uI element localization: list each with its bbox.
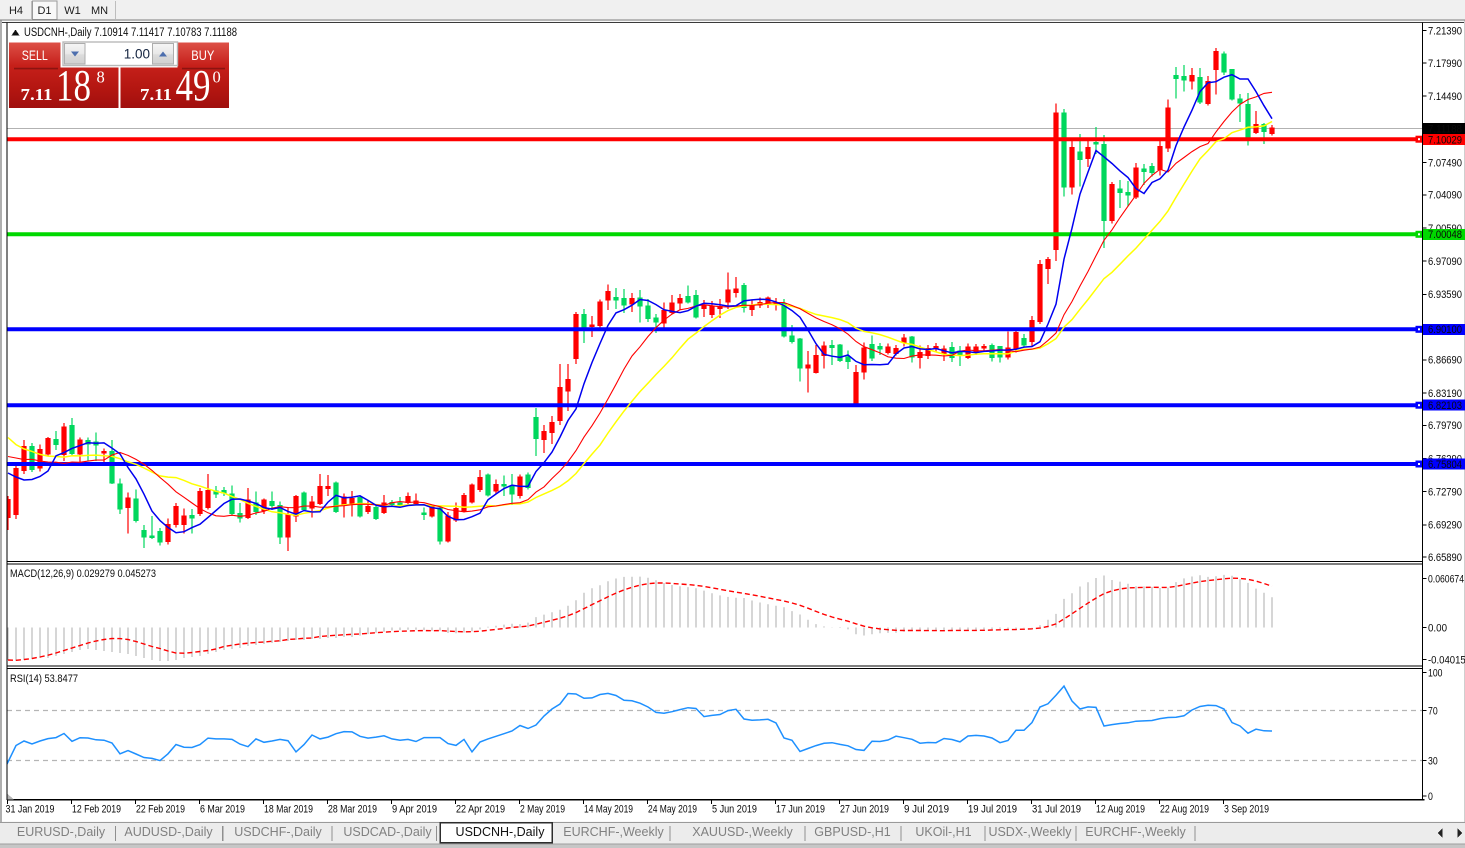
svg-text:6.75804: 6.75804 bbox=[1428, 459, 1462, 471]
svg-text:30: 30 bbox=[1428, 755, 1438, 767]
svg-text:7.00048: 7.00048 bbox=[1428, 229, 1462, 241]
svg-text:22 Feb 2019: 22 Feb 2019 bbox=[136, 804, 185, 816]
svg-text:12 Feb 2019: 12 Feb 2019 bbox=[72, 804, 121, 816]
svg-text:12 Aug 2019: 12 Aug 2019 bbox=[1096, 804, 1145, 816]
svg-text:70: 70 bbox=[1428, 705, 1438, 717]
svg-text:18: 18 bbox=[56, 61, 91, 110]
svg-text:0: 0 bbox=[1428, 791, 1433, 803]
svg-text:22 Aug 2019: 22 Aug 2019 bbox=[1160, 804, 1209, 816]
svg-text:8: 8 bbox=[97, 68, 105, 87]
svg-text:H4: H4 bbox=[9, 5, 23, 17]
svg-text:6.79790: 6.79790 bbox=[1428, 420, 1462, 432]
svg-text:W1: W1 bbox=[64, 5, 81, 17]
svg-text:6.83190: 6.83190 bbox=[1428, 388, 1462, 400]
svg-text:USDCAD-,Daily: USDCAD-,Daily bbox=[343, 825, 432, 839]
svg-text:17 Jun 2019: 17 Jun 2019 bbox=[776, 804, 825, 816]
svg-text:3 Sep 2019: 3 Sep 2019 bbox=[1224, 804, 1269, 816]
svg-text:USDCHF-,Daily: USDCHF-,Daily bbox=[234, 825, 322, 839]
svg-text:18 Mar 2019: 18 Mar 2019 bbox=[264, 804, 313, 816]
svg-text:D1: D1 bbox=[37, 5, 51, 17]
svg-text:22 Apr 2019: 22 Apr 2019 bbox=[456, 804, 505, 816]
svg-text:GBPUSD-,H1: GBPUSD-,H1 bbox=[814, 825, 890, 839]
svg-text:6.82103: 6.82103 bbox=[1428, 400, 1462, 412]
svg-text:7.10029: 7.10029 bbox=[1428, 134, 1462, 146]
svg-text:MACD(12,26,9) 0.029279 0.04527: MACD(12,26,9) 0.029279 0.045273 bbox=[10, 568, 156, 580]
svg-text:9 Apr 2019: 9 Apr 2019 bbox=[392, 804, 437, 816]
svg-text:7.14490: 7.14490 bbox=[1428, 91, 1462, 103]
svg-text:7.17990: 7.17990 bbox=[1428, 58, 1462, 70]
svg-text:RSI(14) 53.8477: RSI(14) 53.8477 bbox=[10, 673, 78, 685]
svg-text:0.060674: 0.060674 bbox=[1428, 573, 1464, 585]
svg-text:0: 0 bbox=[213, 68, 221, 87]
svg-text:6.69290: 6.69290 bbox=[1428, 520, 1462, 532]
svg-text:7.07490: 7.07490 bbox=[1428, 157, 1462, 169]
svg-text:14 May 2019: 14 May 2019 bbox=[584, 804, 633, 816]
svg-text:100: 100 bbox=[1428, 667, 1443, 679]
svg-text:24 May 2019: 24 May 2019 bbox=[648, 804, 697, 816]
svg-text:USDCNH-,Daily: USDCNH-,Daily bbox=[456, 825, 546, 839]
svg-text:BUY: BUY bbox=[191, 48, 214, 63]
svg-text:49: 49 bbox=[176, 61, 211, 110]
svg-text:USDCNH-,Daily 7.10914 7.11417: USDCNH-,Daily 7.10914 7.11417 7.10783 7.… bbox=[24, 27, 237, 39]
svg-text:7.11188: 7.11188 bbox=[1428, 123, 1462, 135]
svg-text:6.72790: 6.72790 bbox=[1428, 487, 1462, 499]
svg-text:7.11: 7.11 bbox=[21, 85, 53, 104]
svg-text:MN: MN bbox=[91, 5, 108, 17]
svg-text:EURCHF-,Weekly: EURCHF-,Weekly bbox=[563, 825, 664, 839]
svg-text:SELL: SELL bbox=[22, 48, 48, 63]
svg-text:27 Jun 2019: 27 Jun 2019 bbox=[840, 804, 889, 816]
svg-text:6.93590: 6.93590 bbox=[1428, 289, 1462, 301]
svg-text:0.00: 0.00 bbox=[1428, 622, 1447, 634]
svg-text:5 Jun 2019: 5 Jun 2019 bbox=[712, 804, 757, 816]
svg-text:7.21390: 7.21390 bbox=[1428, 26, 1462, 38]
svg-text:1.00: 1.00 bbox=[124, 47, 150, 62]
svg-text:USDX-,Weekly: USDX-,Weekly bbox=[988, 825, 1072, 839]
svg-text:6 Mar 2019: 6 Mar 2019 bbox=[200, 804, 245, 816]
svg-text:28 Mar 2019: 28 Mar 2019 bbox=[328, 804, 377, 816]
svg-text:31 Jan 2019: 31 Jan 2019 bbox=[6, 804, 55, 816]
svg-text:AUDUSD-,Daily: AUDUSD-,Daily bbox=[124, 825, 213, 839]
svg-text:9 Jul 2019: 9 Jul 2019 bbox=[904, 804, 949, 816]
svg-text:2 May 2019: 2 May 2019 bbox=[520, 804, 565, 816]
svg-text:EURCHF-,Weekly: EURCHF-,Weekly bbox=[1085, 825, 1186, 839]
svg-text:-0.040152: -0.040152 bbox=[1428, 654, 1465, 666]
svg-text:UKOil-,H1: UKOil-,H1 bbox=[915, 825, 971, 839]
svg-text:EURUSD-,Daily: EURUSD-,Daily bbox=[17, 825, 106, 839]
svg-text:31 Jul 2019: 31 Jul 2019 bbox=[1032, 804, 1081, 816]
svg-text:7.11: 7.11 bbox=[140, 85, 172, 104]
svg-text:7.04090: 7.04090 bbox=[1428, 190, 1462, 202]
svg-text:6.86690: 6.86690 bbox=[1428, 355, 1462, 367]
svg-text:6.65890: 6.65890 bbox=[1428, 552, 1462, 564]
svg-text:19 Jul 2019: 19 Jul 2019 bbox=[968, 804, 1017, 816]
svg-text:6.97090: 6.97090 bbox=[1428, 256, 1462, 268]
svg-text:6.90100: 6.90100 bbox=[1428, 324, 1462, 336]
svg-text:XAUUSD-,Weekly: XAUUSD-,Weekly bbox=[692, 825, 793, 839]
